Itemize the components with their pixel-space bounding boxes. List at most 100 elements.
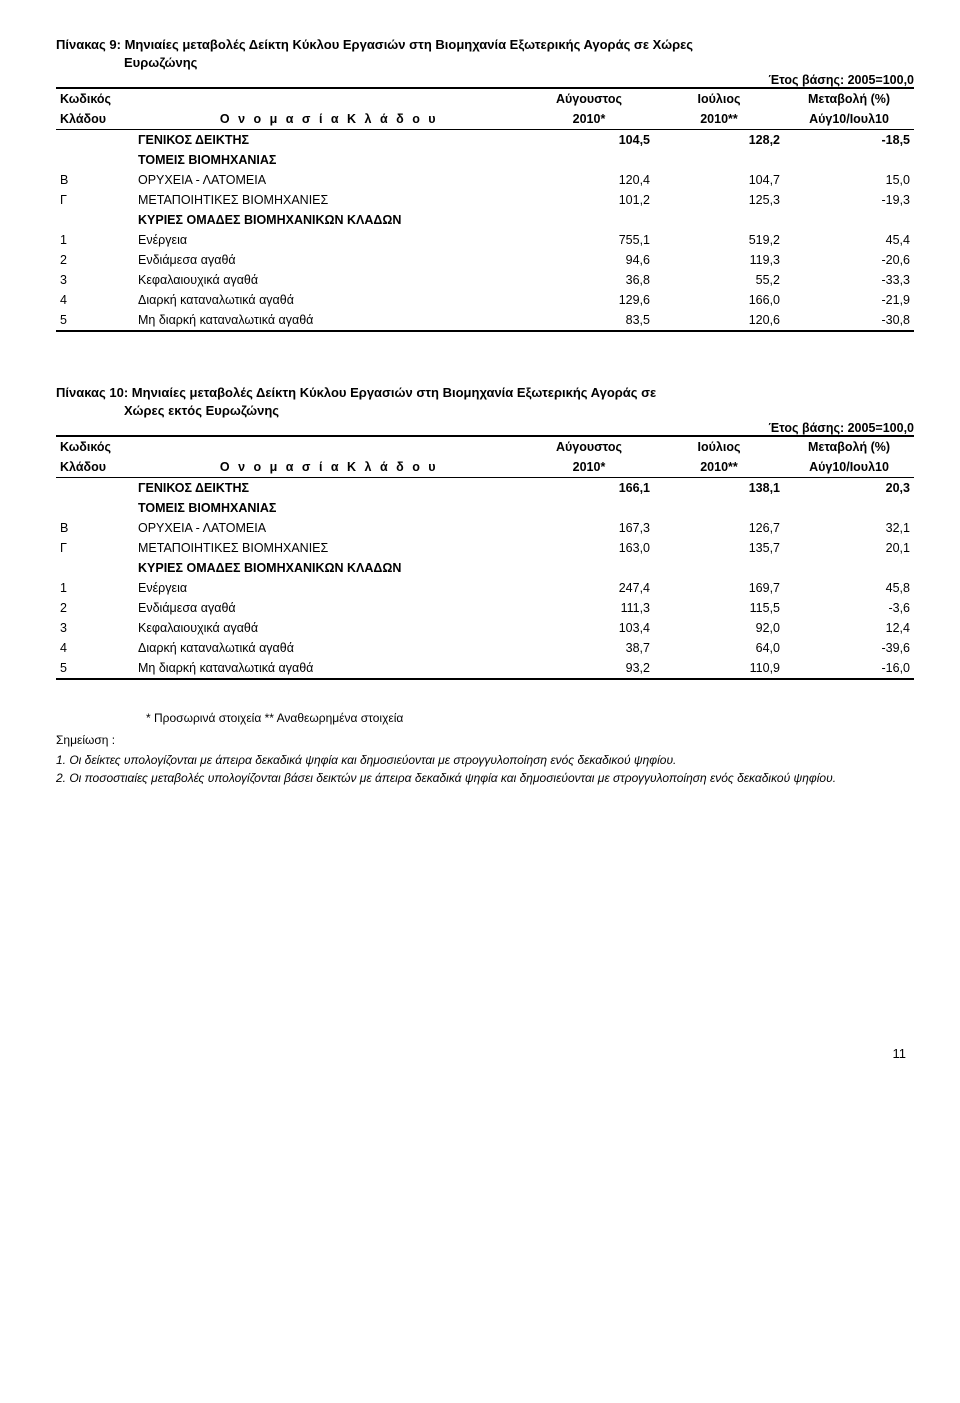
table9-body: ΓΕΝΙΚΟΣ ΔΕΙΚΤΗΣ104,5128,2-18,5ΤΟΜΕΙΣ ΒΙΟ… [56,130,914,332]
table-cell: -20,6 [784,250,914,270]
table-cell: 2 [56,250,134,270]
table-row: ΚΥΡΙΕΣ ΟΜΑΔΕΣ ΒΙΟΜΗΧΑΝΙΚΩΝ ΚΛΑΔΩΝ [56,210,914,230]
table-cell: ΚΥΡΙΕΣ ΟΜΑΔΕΣ ΒΙΟΜΗΧΑΝΙΚΩΝ ΚΛΑΔΩΝ [134,558,524,578]
table-cell: 93,2 [524,658,654,679]
table10-head-change2: Αύγ10/Ιουλ10 [784,457,914,478]
table10-title-line2: Χώρες εκτός Ευρωζώνης [56,402,914,420]
table-row: ΤΟΜΕΙΣ ΒΙΟΜΗΧΑΝΙΑΣ [56,150,914,170]
table-cell: -16,0 [784,658,914,679]
table-cell: 4 [56,638,134,658]
table-row: 3Κεφαλαιουχικά αγαθά103,492,012,4 [56,618,914,638]
table-cell: 115,5 [654,598,784,618]
table-cell [56,478,134,499]
table-cell: 103,4 [524,618,654,638]
table-cell: 110,9 [654,658,784,679]
table-cell: Κεφαλαιουχικά αγαθά [134,618,524,638]
table-cell: ΤΟΜΕΙΣ ΒΙΟΜΗΧΑΝΙΑΣ [134,150,524,170]
table-cell [56,558,134,578]
table-cell: 32,1 [784,518,914,538]
table9-head-jul2: 2010** [654,109,784,130]
page-number: 11 [56,1046,914,1061]
table-cell: ΜΕΤΑΠΟΙΗΤΙΚΕΣ ΒΙΟΜΗΧΑΝΙΕΣ [134,190,524,210]
table-cell [524,498,654,518]
table9-title-line2: Ευρωζώνης [56,54,914,72]
table-row: ΤΟΜΕΙΣ ΒΙΟΜΗΧΑΝΙΑΣ [56,498,914,518]
table-cell: 15,0 [784,170,914,190]
table-cell [654,498,784,518]
table-row: ΓΜΕΤΑΠΟΙΗΤΙΚΕΣ ΒΙΟΜΗΧΑΝΙΕΣ101,2125,3-19,… [56,190,914,210]
table-cell [654,558,784,578]
table-cell: ΜΕΤΑΠΟΙΗΤΙΚΕΣ ΒΙΟΜΗΧΑΝΙΕΣ [134,538,524,558]
table-cell: ΓΕΝΙΚΟΣ ΔΕΙΚΤΗΣ [134,130,524,151]
table-cell: 45,4 [784,230,914,250]
table-row: 1Ενέργεια247,4169,745,8 [56,578,914,598]
table-row: 1Ενέργεια755,1519,245,4 [56,230,914,250]
table-cell: 45,8 [784,578,914,598]
table-cell: Ενέργεια [134,578,524,598]
table-cell: 20,1 [784,538,914,558]
table-cell: Γ [56,190,134,210]
table-cell: 1 [56,578,134,598]
table-cell: 2 [56,598,134,618]
table-cell: ΤΟΜΕΙΣ ΒΙΟΜΗΧΑΝΙΑΣ [134,498,524,518]
table-cell: 119,3 [654,250,784,270]
table10-head-jul2: 2010** [654,457,784,478]
table9-head-change: Μεταβολή (%) [784,88,914,109]
table-cell: 166,1 [524,478,654,499]
table-cell [56,498,134,518]
table-cell [56,150,134,170]
table-row: ΓΕΝΙΚΟΣ ΔΕΙΚΤΗΣ166,1138,120,3 [56,478,914,499]
table10-head-name: Ο ν ο μ α σ ί α Κ λ ά δ ο υ [134,436,524,478]
table-row: ΚΥΡΙΕΣ ΟΜΑΔΕΣ ΒΙΟΜΗΧΑΝΙΚΩΝ ΚΛΑΔΩΝ [56,558,914,578]
table-row: ΒΟΡΥΧΕΙΑ - ΛΑΤΟΜΕΙΑ120,4104,715,0 [56,170,914,190]
table-cell: 135,7 [654,538,784,558]
table-cell: -21,9 [784,290,914,310]
table-cell: 55,2 [654,270,784,290]
table-cell: 519,2 [654,230,784,250]
table10-head-code: Κωδικός [56,436,134,457]
table-cell: 36,8 [524,270,654,290]
table-cell: 5 [56,658,134,679]
table-cell [654,210,784,230]
table-cell: Μη διαρκή καταναλωτικά αγαθά [134,658,524,679]
table-cell: 111,3 [524,598,654,618]
table-cell: ΚΥΡΙΕΣ ΟΜΑΔΕΣ ΒΙΟΜΗΧΑΝΙΚΩΝ ΚΛΑΔΩΝ [134,210,524,230]
table-row: ΒΟΡΥΧΕΙΑ - ΛΑΤΟΜΕΙΑ167,3126,732,1 [56,518,914,538]
table10-head-aug: Αύγουστος [524,436,654,457]
table-cell [784,150,914,170]
table9-head-change2: Αύγ10/Ιουλ10 [784,109,914,130]
table10-head-aug2: 2010* [524,457,654,478]
table-cell [524,150,654,170]
table-cell: 129,6 [524,290,654,310]
table-cell: 64,0 [654,638,784,658]
table-row: 4Διαρκή καταναλωτικά αγαθά129,6166,0-21,… [56,290,914,310]
table-row: ΓΕΝΙΚΟΣ ΔΕΙΚΤΗΣ104,5128,2-18,5 [56,130,914,151]
table10-base-year: Έτος βάσης: 2005=100,0 [56,421,914,435]
table-cell: Διαρκή καταναλωτικά αγαθά [134,638,524,658]
table9-head-jul: Ιούλιος [654,88,784,109]
table-cell: Διαρκή καταναλωτικά αγαθά [134,290,524,310]
table-cell: 169,7 [654,578,784,598]
table-cell: 38,7 [524,638,654,658]
table-cell: 104,7 [654,170,784,190]
table-cell: 120,4 [524,170,654,190]
table-cell: 92,0 [654,618,784,638]
table-cell: 163,0 [524,538,654,558]
table-cell: 4 [56,290,134,310]
table-cell [56,130,134,151]
table-cell [524,210,654,230]
table-cell: 1 [56,230,134,250]
table-cell: 94,6 [524,250,654,270]
table-cell: Ενδιάμεσα αγαθά [134,250,524,270]
table-cell: -33,3 [784,270,914,290]
table-cell: -18,5 [784,130,914,151]
table-cell: 83,5 [524,310,654,331]
table9-head-code2: Κλάδου [56,109,134,130]
table-cell: 167,3 [524,518,654,538]
table-cell: 166,0 [654,290,784,310]
table10-head-jul: Ιούλιος [654,436,784,457]
table-cell [784,210,914,230]
table9-title-line1: Πίνακας 9: Μηνιαίες μεταβολές Δείκτη Κύκ… [56,37,693,52]
table-cell: Β [56,518,134,538]
table-cell [654,150,784,170]
